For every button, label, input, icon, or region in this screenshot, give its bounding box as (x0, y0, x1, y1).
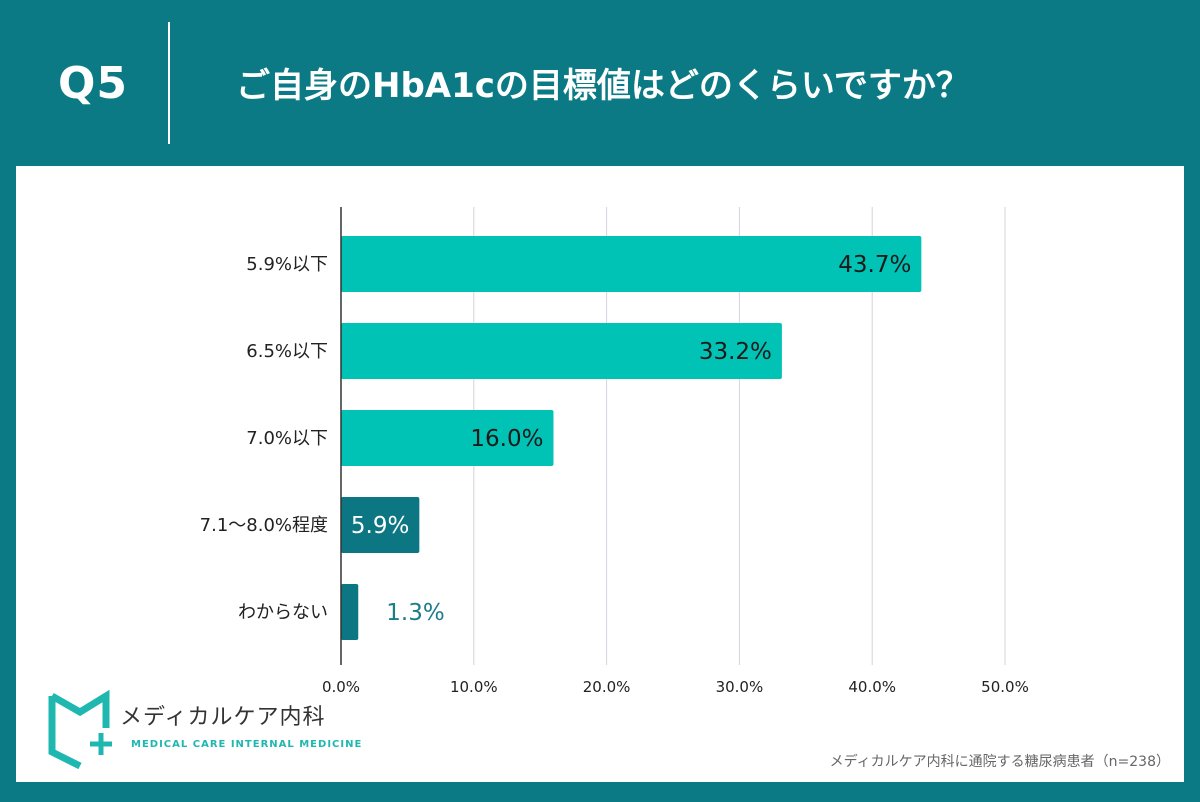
x-tick-label: 40.0% (848, 678, 896, 696)
data-label: 16.0% (470, 426, 543, 452)
source-note: メディカルケア内科に通院する糖尿病患者（n=238） (830, 753, 1170, 770)
x-tick-label: 10.0% (450, 678, 498, 696)
x-tick-label: 0.0% (322, 678, 360, 696)
header-divider (168, 22, 170, 144)
data-label: 5.9% (351, 513, 409, 539)
data-label: 33.2% (699, 339, 772, 365)
data-label: 1.3% (386, 600, 444, 626)
x-tick-label: 30.0% (716, 678, 764, 696)
logo-subtitle: MEDICAL CARE INTERNAL MEDICINE (131, 739, 362, 750)
category-label: 6.5%以下 (246, 341, 328, 362)
category-label: 7.0%以下 (246, 428, 328, 449)
x-tick-label: 20.0% (583, 678, 631, 696)
logo-mark-icon (48, 689, 112, 770)
bar (341, 236, 922, 292)
logo: メディカルケア内科 MEDICAL CARE INTERNAL MEDICINE (48, 689, 362, 770)
data-label: 43.7% (838, 252, 911, 278)
question-title: ご自身のHbA1cの目標値はどのくらいですか？ (236, 66, 970, 106)
category-label: わからない (238, 602, 328, 623)
header: Q5 ご自身のHbA1cの目標値はどのくらいですか？ (0, 0, 1200, 166)
bar (341, 410, 554, 466)
logo-name: メディカルケア内科 (120, 705, 325, 730)
x-tick-label: 50.0% (981, 678, 1029, 696)
category-label: 7.1〜8.0%程度 (200, 515, 328, 536)
bar (341, 323, 782, 379)
bar (341, 584, 359, 640)
category-label: 5.9%以下 (246, 254, 328, 275)
question-number: Q5 (58, 58, 129, 109)
bar (341, 497, 420, 553)
